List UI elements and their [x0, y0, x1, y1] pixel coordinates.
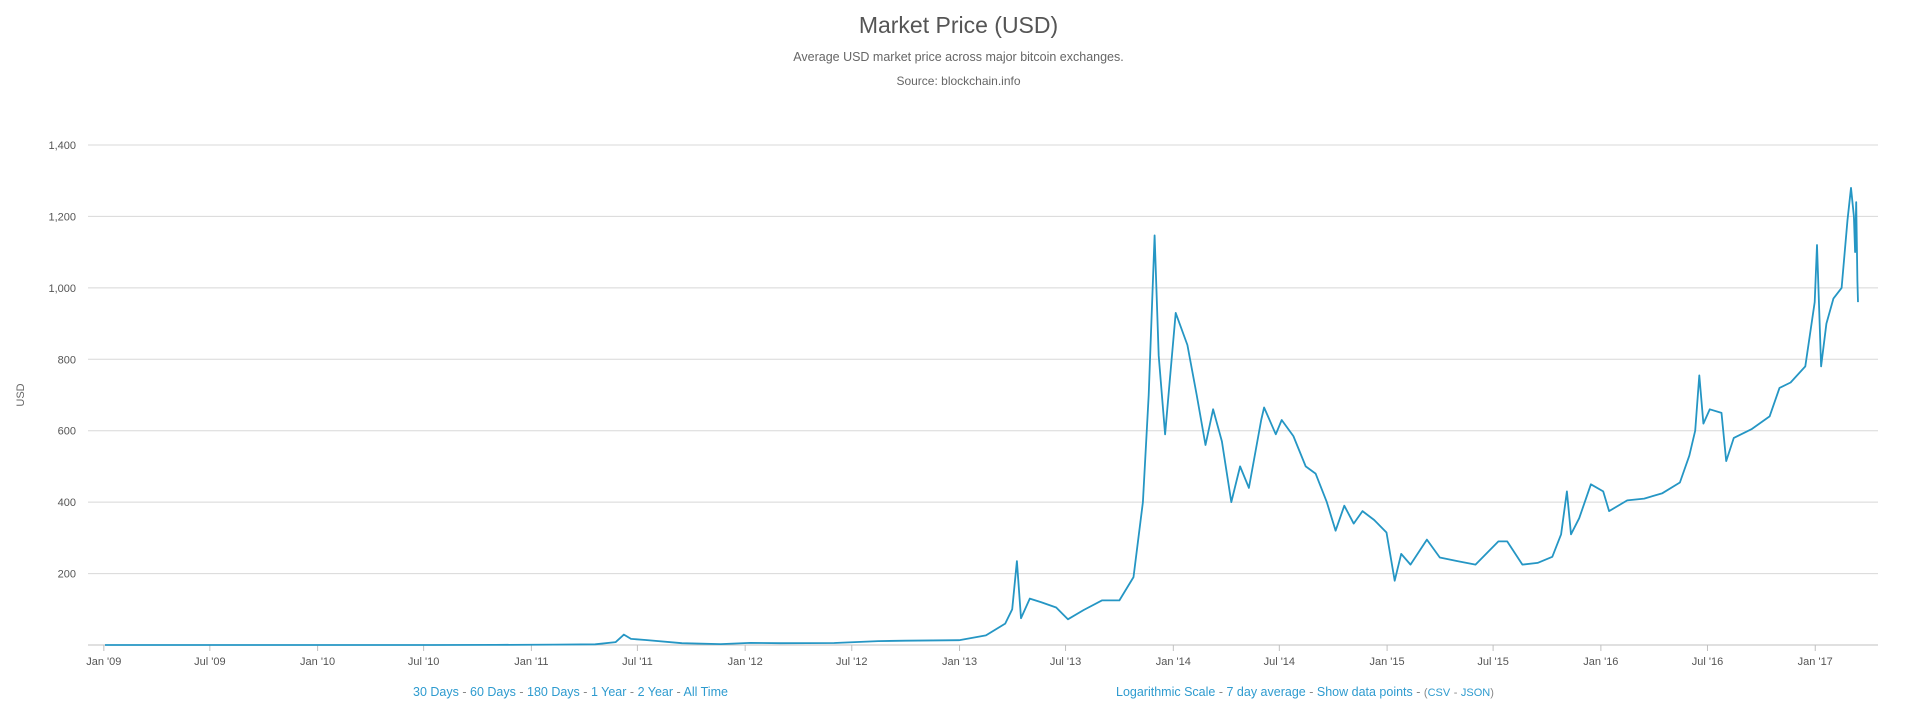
range-60-days[interactable]: 60 Days	[470, 685, 516, 699]
separator: -	[676, 685, 681, 699]
x-tick-label: Jan '17	[1798, 656, 1833, 668]
separator: -	[583, 685, 588, 699]
x-tick-label: Jul '15	[1477, 656, 1508, 668]
separator: -	[519, 685, 524, 699]
range-all-time[interactable]: All Time	[683, 685, 728, 699]
range-2-year[interactable]: 2 Year	[637, 685, 674, 699]
x-tick-label: Jul '16	[1692, 656, 1723, 668]
x-tick-label: Jul '11	[622, 656, 653, 668]
separator: -	[1218, 685, 1224, 699]
series-group	[105, 187, 1859, 646]
range-selector: 30 Days - 60 Days - 180 Days - 1 Year - …	[413, 685, 728, 699]
y-tick-label: 400	[58, 497, 76, 509]
x-tick-label: Jan '15	[1370, 656, 1405, 668]
x-tick-label: Jan '11	[514, 656, 548, 668]
range-1-year[interactable]: 1 Year	[590, 685, 627, 699]
grid-lines	[88, 144, 1878, 575]
x-tick-label: Jan '13	[942, 656, 977, 668]
y-tick-label: 800	[58, 354, 76, 366]
separator: -	[1416, 685, 1421, 699]
separator: -	[1453, 687, 1458, 699]
price-chart: 200 400 600 800 1,000 1,200 1,400 Jan '09 Jul '…	[15, 140, 1878, 668]
x-axis: Jan '09 Jul '09 Jan '10 Jul '10 Jan '11 Jul '…	[86, 644, 1878, 668]
x-tick-label: Jul '14	[1264, 656, 1295, 668]
price-series-line	[105, 187, 1859, 646]
x-tick-label: Jul '09	[194, 656, 225, 668]
json-link[interactable]: JSON	[1460, 687, 1491, 699]
chart-title: Market Price (USD)	[858, 12, 1059, 38]
open-paren: (	[1423, 687, 1428, 699]
separator: -	[462, 685, 467, 699]
x-tick-label: Jul '12	[836, 656, 867, 668]
y-axis: 200 400 600 800 1,000 1,200 1,400	[48, 140, 76, 581]
chart-options: Logarithmic Scale - 7 day average - Show…	[1116, 685, 1494, 699]
range-30-days[interactable]: 30 Days	[413, 685, 459, 699]
show-data-points-link[interactable]: Show data points	[1316, 685, 1413, 699]
separator: -	[629, 685, 635, 699]
y-tick-label: 600	[58, 426, 76, 438]
separator: -	[1309, 685, 1314, 699]
csv-link[interactable]: CSV	[1427, 687, 1451, 699]
y-tick-label: 200	[58, 569, 76, 581]
x-tick-label: Jul '10	[408, 656, 439, 668]
seven-day-average-link[interactable]: 7 day average	[1226, 685, 1306, 699]
chart-subtitle: Average USD market price across major bi…	[793, 50, 1124, 64]
log-scale-link[interactable]: Logarithmic Scale	[1116, 685, 1216, 699]
x-tick-label: Jan '12	[728, 656, 763, 668]
x-tick-label: Jan '10	[300, 656, 335, 668]
x-tick-label: Jul '13	[1050, 656, 1081, 668]
x-tick-label: Jan '09	[86, 656, 121, 668]
x-tick-label: Jan '16	[1583, 656, 1618, 668]
chart-source: Source: blockchain.info	[896, 74, 1021, 88]
range-180-days[interactable]: 180 Days	[527, 685, 580, 699]
y-tick-label: 1,000	[48, 283, 76, 295]
close-paren: )	[1490, 687, 1494, 699]
x-tick-label: Jan '14	[1156, 656, 1191, 668]
y-tick-label: 1,200	[48, 211, 76, 223]
y-axis-label: USD	[15, 383, 27, 406]
y-tick-label: 1,400	[48, 140, 76, 152]
